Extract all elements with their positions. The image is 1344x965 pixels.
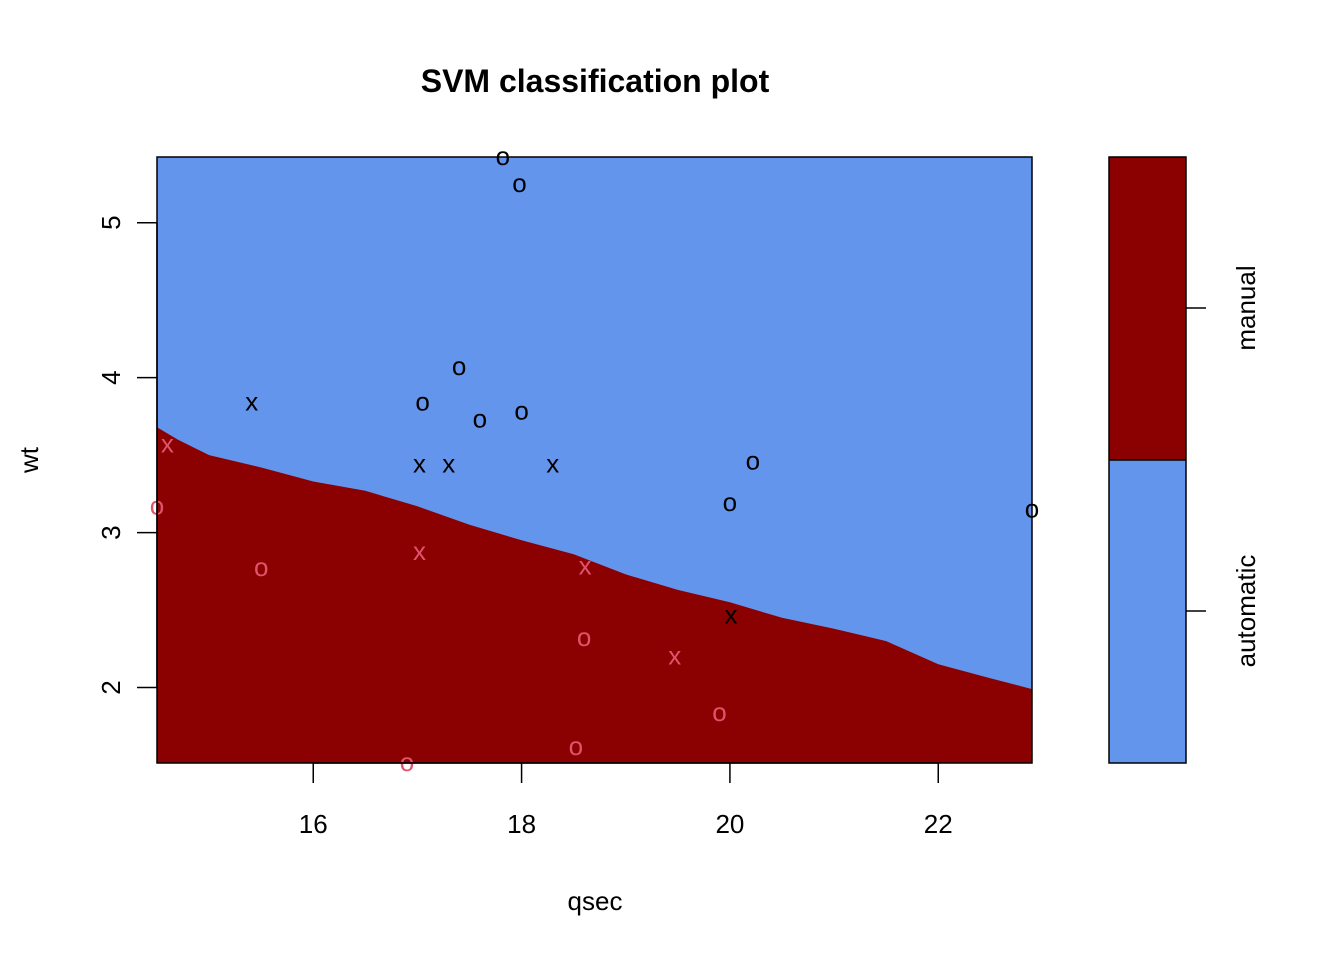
- data-point-automatic: o: [514, 396, 528, 426]
- data-point-automatic: x: [245, 386, 258, 416]
- data-point-automatic: o: [496, 141, 510, 171]
- y-axis: 2 3 4 5: [96, 215, 158, 695]
- y-tick-label: 5: [96, 215, 126, 229]
- y-tick-label: 2: [96, 680, 126, 694]
- data-point-manual: o: [400, 747, 414, 777]
- data-point-automatic: x: [442, 448, 455, 478]
- data-point-automatic: o: [746, 445, 760, 475]
- data-point-automatic: x: [413, 448, 426, 478]
- chart-title: SVM classification plot: [421, 63, 770, 99]
- x-tick-label: 22: [924, 809, 953, 839]
- data-point-automatic: o: [512, 168, 526, 198]
- data-point-automatic: x: [546, 448, 559, 478]
- data-point-automatic: o: [723, 487, 737, 517]
- x-tick-label: 16: [299, 809, 328, 839]
- data-point-automatic: x: [725, 600, 738, 630]
- data-point-manual: o: [569, 731, 583, 761]
- legend-automatic-swatch: [1109, 460, 1186, 763]
- data-point-automatic: o: [452, 351, 466, 381]
- y-tick-label: 4: [96, 370, 126, 384]
- data-point-automatic: o: [415, 386, 429, 416]
- x-axis-label: qsec: [568, 886, 623, 916]
- data-point-manual: x: [668, 641, 681, 671]
- data-point-manual: x: [161, 428, 174, 458]
- data-point-manual: o: [577, 622, 591, 652]
- x-tick-label: 20: [715, 809, 744, 839]
- data-point-manual: x: [413, 536, 426, 566]
- legend-manual-swatch: [1109, 157, 1186, 460]
- data-point-automatic: o: [473, 404, 487, 434]
- data-point-manual: o: [712, 697, 726, 727]
- x-axis: 16 18 20 22: [299, 762, 953, 839]
- x-tick-label: 18: [507, 809, 536, 839]
- data-point-manual: o: [254, 552, 268, 582]
- legend-automatic-label: automatic: [1231, 555, 1261, 668]
- class-legend: manual automatic: [1108, 156, 1261, 764]
- manual-region: [157, 427, 1032, 763]
- y-tick-label: 3: [96, 525, 126, 539]
- data-point-manual: x: [579, 551, 592, 581]
- legend-manual-label: manual: [1231, 265, 1261, 350]
- y-axis-label: wt: [14, 446, 44, 474]
- plot-area: [157, 157, 1032, 763]
